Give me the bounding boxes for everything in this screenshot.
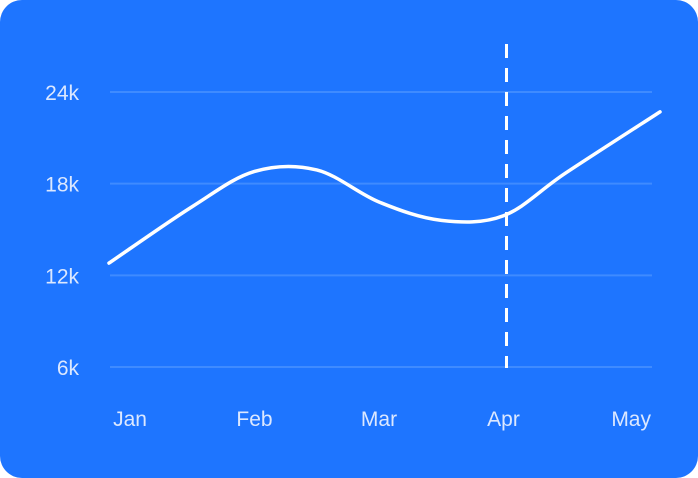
y-tick-label: 18k bbox=[45, 174, 79, 197]
grid-lines bbox=[110, 91, 652, 368]
y-tick-label: 12k bbox=[45, 265, 79, 288]
x-tick-label: Feb bbox=[236, 408, 272, 431]
y-axis-tick-labels: 6k 12k 18k 24k bbox=[45, 82, 79, 380]
x-tick-label: May bbox=[611, 408, 651, 431]
x-tick-label: Apr bbox=[487, 408, 520, 431]
series-lines bbox=[107, 110, 662, 265]
x-tick-label: Mar bbox=[361, 408, 397, 431]
y-tick-label: 6k bbox=[57, 357, 80, 380]
x-tick-label: Jan bbox=[113, 408, 147, 431]
series-line bbox=[107, 110, 662, 265]
y-tick-label: 24k bbox=[45, 82, 79, 105]
x-axis-tick-labels: Jan Feb Mar Apr May bbox=[113, 408, 651, 431]
